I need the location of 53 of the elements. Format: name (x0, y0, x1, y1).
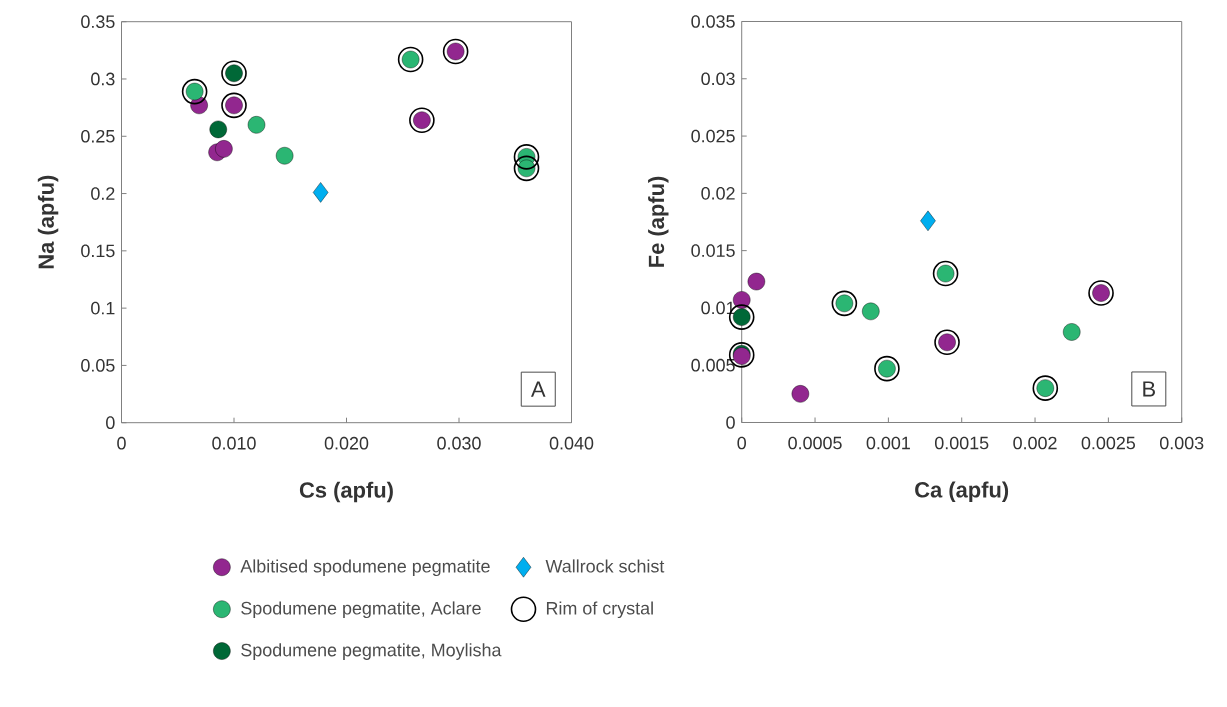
y-tick-label: 0.035 (691, 15, 735, 28)
y-tick-label: 0 (106, 416, 115, 430)
y-tick-label: 0.1 (91, 301, 115, 315)
y-axis-title: Na (apfu) (37, 175, 59, 269)
point (312, 182, 329, 203)
point (934, 329, 960, 356)
y-tick-label: 0.01 (701, 301, 735, 315)
x-tick-label: 0.002 (1013, 436, 1057, 450)
x-axis-title: Ca (apfu) (915, 481, 1009, 502)
point (1063, 323, 1081, 341)
x-tick-label: 0.001 (866, 436, 910, 450)
x-tick-label: 0.003 (1159, 436, 1204, 450)
x-tick-label: 0.0005 (788, 436, 842, 450)
y-tick-label: 0.3 (91, 72, 115, 86)
point (221, 60, 247, 87)
y-tick-label: 0 (726, 416, 735, 429)
annotation: A (530, 381, 546, 397)
y-tick-label: 0.015 (691, 244, 735, 257)
point (791, 385, 810, 403)
y-tick-label: 0.03 (701, 72, 735, 86)
legend-label: Rim of crystal (546, 601, 653, 619)
x-tick-label: 0.040 (549, 436, 594, 450)
x-tick-label: 0.030 (437, 436, 481, 450)
y-tick-label: 0.15 (81, 244, 115, 258)
y-tick-label: 0.2 (91, 187, 115, 200)
x-tick-label: 0.010 (212, 436, 256, 450)
y-tick-label: 0.35 (81, 15, 115, 29)
x-tick-label: 0.0015 (934, 436, 989, 450)
point (920, 210, 936, 232)
point (747, 272, 766, 291)
legend-label: Spodumene pegmatite, Moylisha (241, 643, 502, 660)
y-axis-title: Fe (apfu) (648, 176, 669, 267)
point (209, 120, 227, 139)
y-tick-label: 0.05 (81, 359, 115, 372)
y-tick-label: 0.25 (81, 129, 115, 143)
y-tick-label: 0.025 (691, 129, 735, 143)
point (215, 140, 233, 158)
point (247, 116, 266, 134)
point (275, 147, 294, 165)
point (862, 302, 880, 321)
legend-label: Wallrock schist (545, 559, 665, 573)
point (733, 291, 751, 309)
annotation: B (1143, 381, 1155, 397)
x-axis-title: Cs (apfu) (299, 481, 393, 503)
x-tick-label: 0.020 (324, 436, 369, 450)
x-tick-label: 0 (737, 436, 746, 450)
legend-label: Albitised spodumene pegmatite (240, 559, 490, 577)
x-tick-label: 0 (117, 436, 126, 450)
y-tick-label: 0.005 (691, 358, 735, 372)
point (409, 107, 435, 134)
y-tick-label: 0.02 (701, 186, 735, 200)
x-tick-label: 0.0025 (1081, 436, 1136, 450)
legend-label: Spodumene pegmatite, Aclare (241, 601, 481, 619)
